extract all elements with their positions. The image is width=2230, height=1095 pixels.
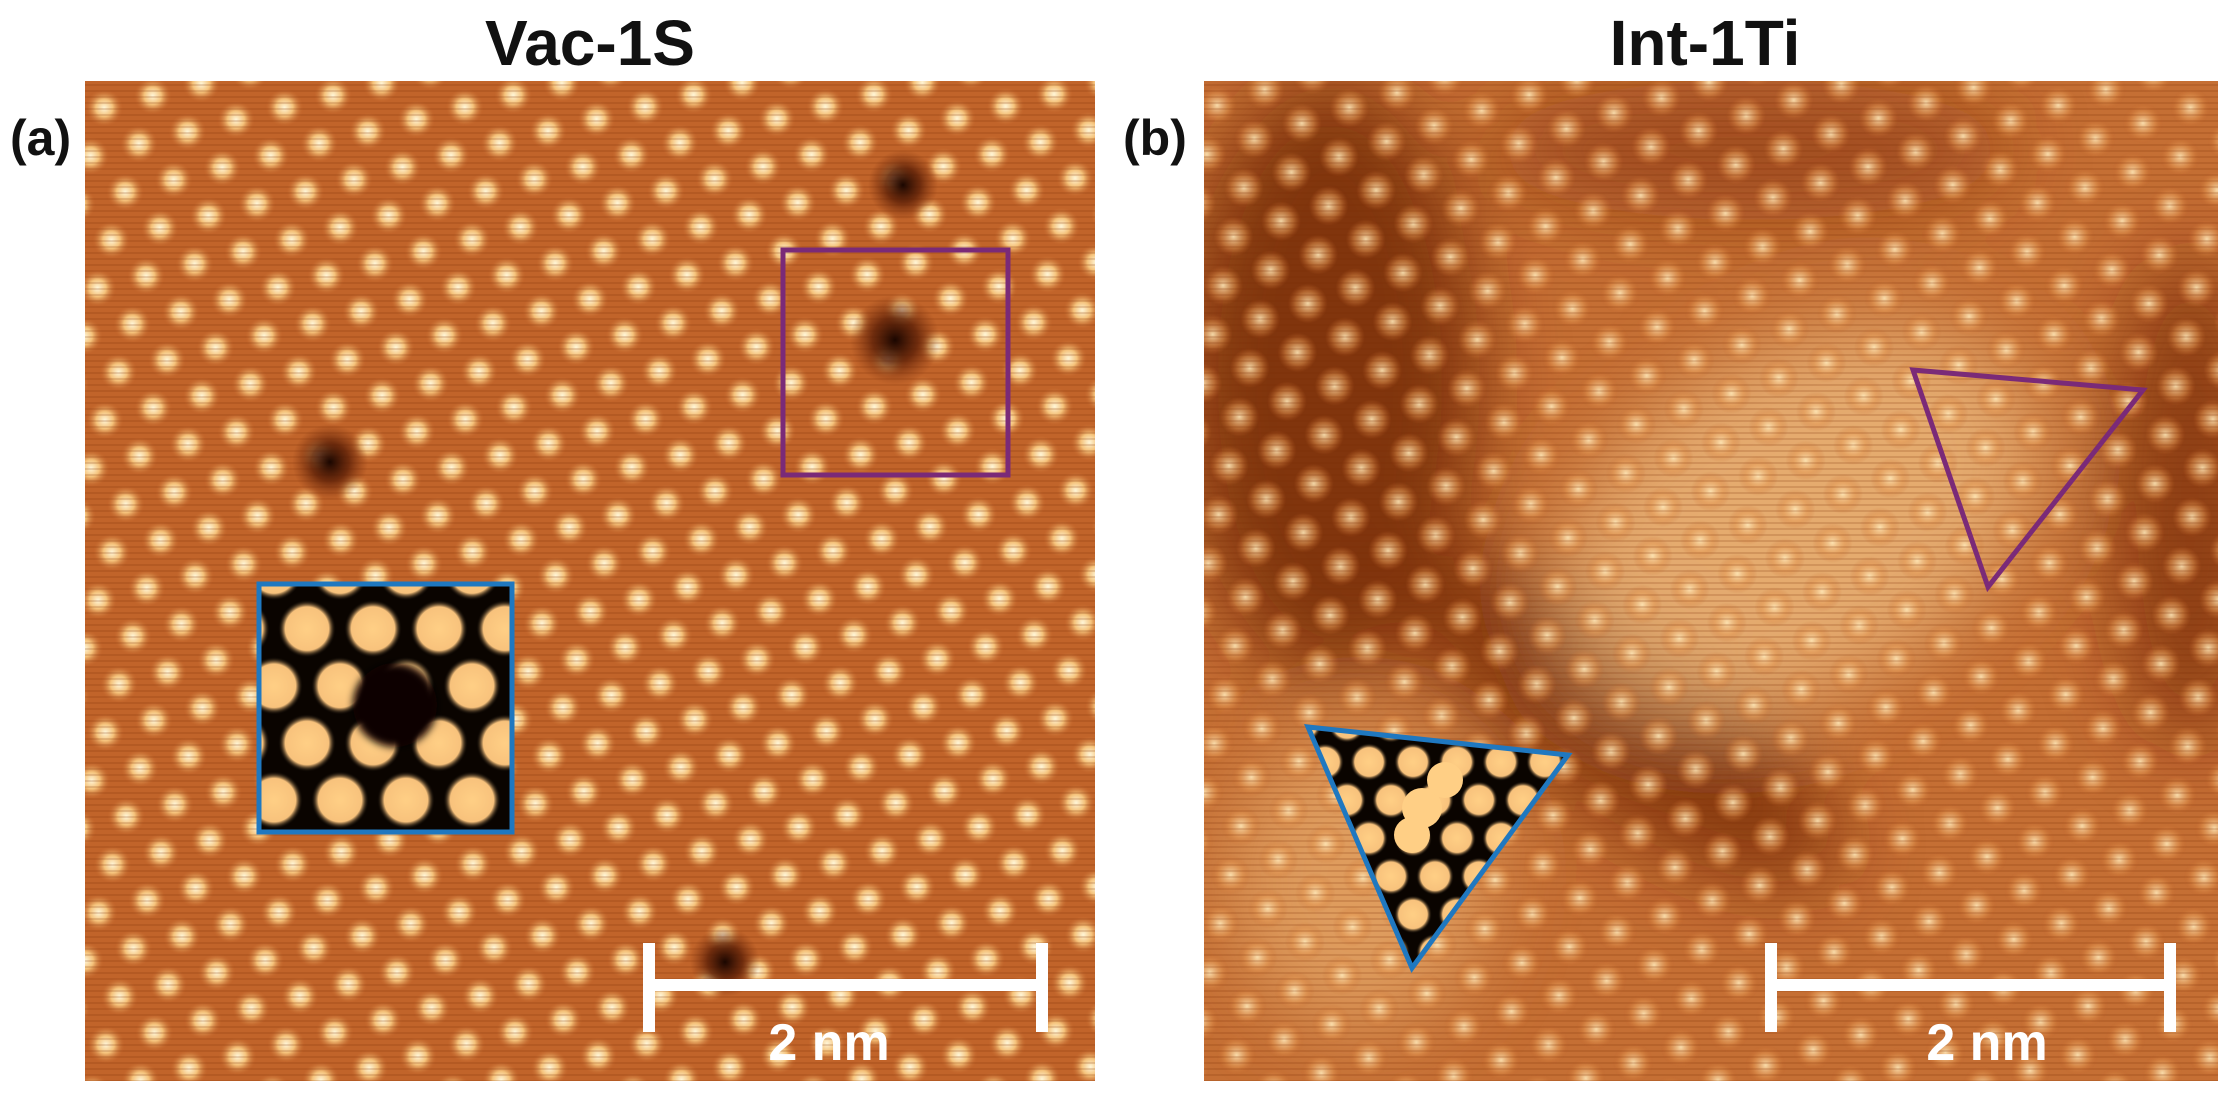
scale-bar (1765, 943, 2176, 1032)
panel-label: (b) (1123, 110, 1187, 166)
panel-label: (a) (10, 110, 71, 166)
scale-bar-label: 2 nm (1926, 1014, 2047, 1072)
simulation-box (256, 581, 515, 835)
stm-image-a (85, 81, 1095, 1081)
simulation-inset (259, 584, 512, 832)
defect-triangle (1909, 367, 2148, 593)
scale-bar (643, 943, 1048, 1032)
panel-title: Int-1Ti (1610, 7, 1801, 79)
scale-bar-label: 2 nm (768, 1014, 889, 1072)
stm-image-b (1204, 81, 2218, 1081)
defect-box (780, 247, 1011, 478)
panel-title: Vac-1S (485, 7, 695, 79)
simulation-triangle (1304, 724, 1573, 974)
